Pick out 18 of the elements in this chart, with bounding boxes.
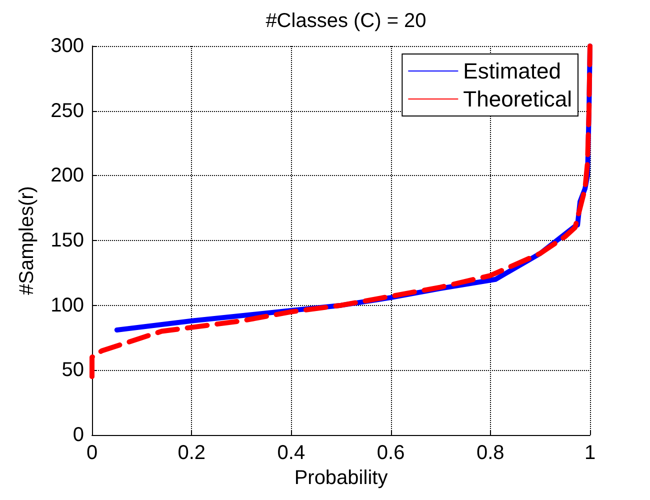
x-tick-label: 0	[86, 442, 98, 464]
x-tick-label: 0.6	[376, 442, 405, 464]
x-tick-label: 0.4	[277, 442, 306, 464]
y-axis-title: #Samples(r)	[16, 186, 38, 295]
legend-label: Estimated	[463, 58, 561, 84]
y-tick-label: 0	[72, 424, 84, 446]
x-tick-label: 1	[584, 442, 596, 464]
x-axis-title: Probability	[294, 466, 388, 489]
y-tick-label: 300	[50, 35, 84, 57]
y-tick-label: 50	[62, 359, 84, 382]
y-tick-label: 100	[50, 294, 84, 316]
x-tick-label: 0.2	[178, 442, 206, 464]
y-tick-label: 250	[50, 100, 84, 122]
y-tick-label: 200	[50, 164, 84, 187]
legend-label: Theoretical	[463, 86, 572, 112]
x-tick-label: 0.8	[476, 442, 504, 464]
chart-title: #Classes (C) = 20	[266, 10, 426, 32]
y-tick-label: 150	[50, 230, 84, 252]
